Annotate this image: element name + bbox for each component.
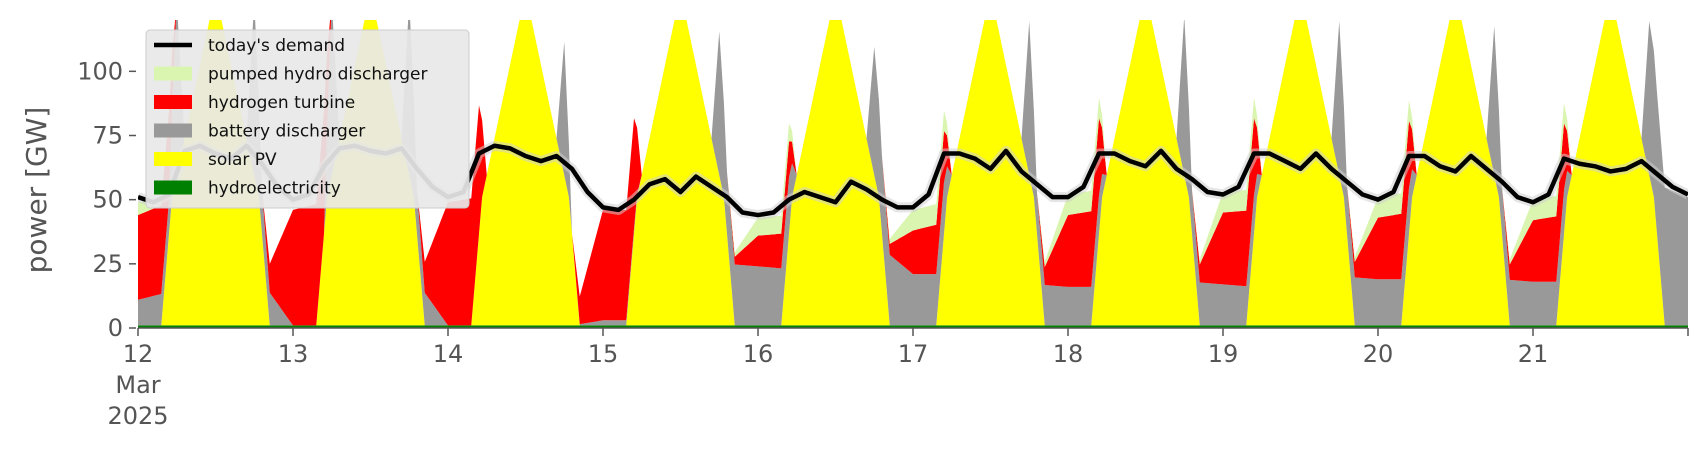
x-ticks: 12 Mar 2025 13 14 15 16 17 18 19 20 21: [107, 328, 1689, 430]
legend-label-battery-discharger: battery discharger: [208, 122, 365, 142]
legend-swatch-pumped-hydro-discharger: [154, 66, 192, 81]
y-tick-label: 75: [92, 122, 123, 150]
y-tick-label: 100: [77, 57, 123, 85]
legend-swatch-battery-discharger: [154, 123, 192, 138]
plot-area: [138, 20, 1688, 328]
legend-label-pumped-hydro-discharger: pumped hydro discharger: [208, 65, 427, 85]
y-tick-label: 25: [92, 250, 123, 278]
legend-label-today-s-demand: today's demand: [208, 36, 345, 56]
x-tick-label: Mar: [115, 371, 160, 399]
y-tick-label: 50: [92, 186, 123, 214]
y-axis-label: power [GW]: [20, 107, 53, 274]
legend-swatch-solar-pv: [154, 152, 192, 166]
legend: today's demand pumped hydro discharger hyd…: [145, 29, 470, 209]
legend-swatch-hydroelectricity: [154, 180, 192, 195]
x-tick-label: 12: [123, 340, 154, 368]
legend-label-solar-pv: solar PV: [208, 150, 277, 170]
area-solar-pv: [138, 20, 1688, 326]
x-tick-label: 13: [278, 340, 309, 368]
axes: 0 25 50 75 100 12 Mar 2025 13 14 15 16 17 18 19 20 21 p…: [20, 57, 1689, 430]
legend-label-hydrogen-turbine: hydrogen turbine: [208, 93, 355, 113]
legend-swatch-hydrogen-turbine: [154, 95, 192, 109]
area-hydrogen-turbine: [138, 20, 1688, 326]
x-tick-label: 18: [1053, 340, 1084, 368]
x-tick-label: 20: [1363, 340, 1394, 368]
y-ticks: 0 25 50 75 100: [77, 57, 136, 342]
x-tick-label: 16: [743, 340, 774, 368]
y-tick-label: 0: [108, 314, 123, 342]
x-tick-label: 2025: [107, 402, 168, 430]
legend-label-hydroelectricity: hydroelectricity: [208, 179, 341, 199]
x-tick-label: 14: [433, 340, 464, 368]
legend-box: [145, 29, 470, 209]
x-tick-label: 19: [1208, 340, 1239, 368]
x-tick-label: 21: [1518, 340, 1549, 368]
x-tick-label: 17: [898, 340, 929, 368]
x-tick-label: 15: [588, 340, 619, 368]
area-battery-discharger: [138, 20, 1688, 326]
